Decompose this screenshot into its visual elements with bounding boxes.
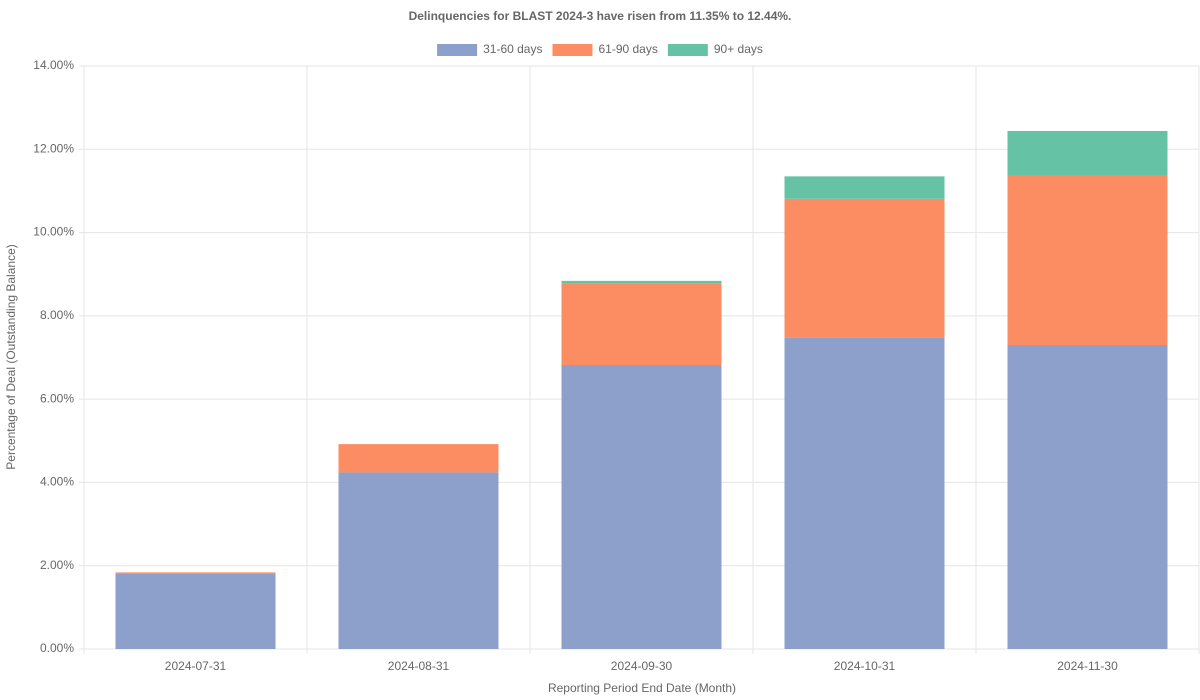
x-tick-label: 2024-09-30 xyxy=(611,659,673,673)
chart-title: Delinquencies for BLAST 2024-3 have rise… xyxy=(409,9,792,23)
x-tick-label: 2024-10-31 xyxy=(834,659,896,673)
y-tick-label: 12.00% xyxy=(33,141,74,155)
bar-segment xyxy=(561,280,722,284)
bar-segment xyxy=(561,283,722,365)
legend-swatch xyxy=(437,44,478,56)
bar-segment xyxy=(784,176,945,199)
bar-segment xyxy=(1007,345,1168,649)
y-axis-label: Percentage of Deal (Outstanding Balance) xyxy=(4,244,18,469)
y-tick-label: 10.00% xyxy=(33,225,74,239)
y-tick-label: 0.00% xyxy=(40,641,74,655)
y-tick-label: 6.00% xyxy=(40,391,74,405)
bar-segment xyxy=(338,472,499,649)
legend-label: 61-90 days xyxy=(598,42,657,56)
bar-segment xyxy=(784,337,945,649)
legend-label: 31-60 days xyxy=(483,42,542,56)
y-tick-label: 8.00% xyxy=(40,308,74,322)
bar-segment xyxy=(784,198,945,338)
x-tick-label: 2024-07-31 xyxy=(165,659,227,673)
x-axis-label: Reporting Period End Date (Month) xyxy=(548,681,736,695)
y-tick-label: 14.00% xyxy=(33,58,74,72)
bar-segment xyxy=(1007,130,1168,176)
bar-segment xyxy=(115,573,276,649)
bar-segment xyxy=(1007,175,1168,346)
legend-swatch xyxy=(552,44,593,56)
y-tick-label: 4.00% xyxy=(40,475,74,489)
x-tick-label: 2024-11-30 xyxy=(1057,659,1118,673)
legend-label: 90+ days xyxy=(714,42,763,56)
bar-segment xyxy=(561,364,722,649)
y-tick-label: 2.00% xyxy=(40,558,74,572)
bar-segment xyxy=(115,572,276,574)
x-tick-label: 2024-08-31 xyxy=(388,659,450,673)
bar-segment xyxy=(338,444,499,473)
legend-swatch xyxy=(667,44,708,56)
